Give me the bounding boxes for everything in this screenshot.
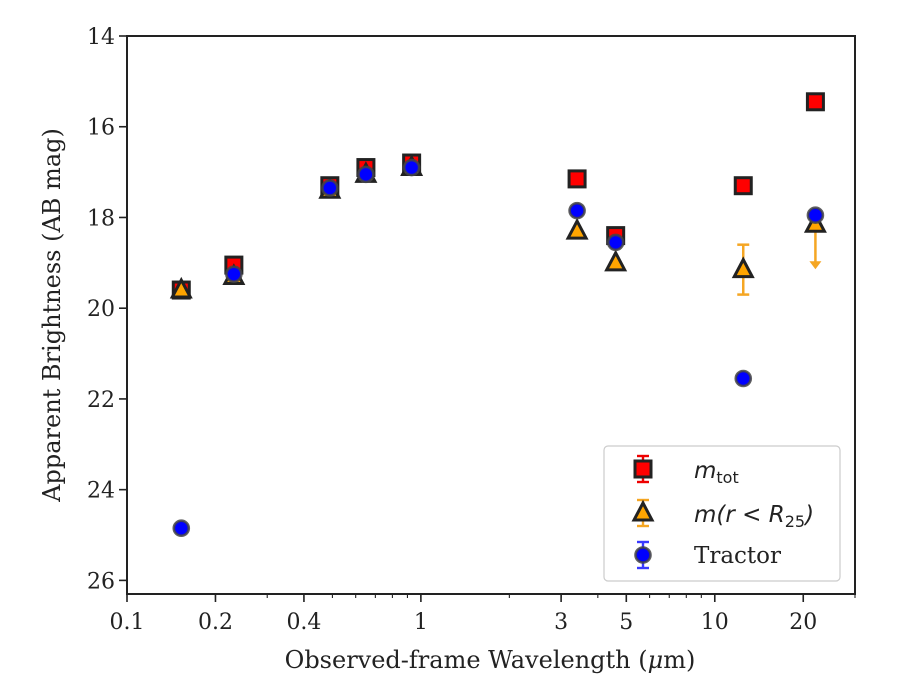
mtot-point-7 — [733, 176, 753, 196]
tractor-point-4 — [402, 158, 421, 177]
legend-marker-mr25 — [631, 499, 655, 522]
legend-mtot-sub: tot — [716, 468, 738, 487]
square-marker — [805, 92, 825, 112]
tractor-point-5 — [568, 201, 586, 220]
upper-limit-arrow — [809, 261, 822, 270]
x-tick-label-4: 3 — [554, 610, 568, 635]
legend-label-mtot: mtot — [694, 458, 739, 487]
legend-mtot-main: m — [694, 458, 716, 484]
tractor-point-8 — [806, 206, 825, 224]
y-tick-label-0: 14 — [87, 25, 115, 50]
mr25-point-5 — [565, 217, 589, 240]
y-tick-label-3: 20 — [87, 297, 115, 322]
mtot-point-8 — [805, 92, 825, 112]
square-marker — [633, 459, 653, 479]
tractor-point-3 — [357, 165, 375, 184]
axis-ticks: 0.1 0.2 0.4 1 3 5 10 20 14 16 18 20 22 24 26 — [87, 25, 856, 635]
legend-mr25-tail: ) — [803, 502, 814, 528]
legend-mr25-main: m(r < R — [694, 502, 785, 528]
plot-frame — [126, 35, 856, 595]
x-tick-label-1: 0.2 — [198, 610, 233, 635]
plot-marks — [169, 92, 827, 538]
x-axis-title-mu: μ — [648, 646, 664, 674]
y-axis-title: Apparent Brightness (AB mag) — [38, 128, 66, 503]
series-mr25 — [169, 154, 827, 299]
y-tick-label-4: 22 — [87, 388, 115, 413]
tractor-point-0 — [172, 519, 191, 538]
x-tick-label-6: 10 — [701, 610, 729, 635]
tractor-point-2 — [321, 179, 339, 197]
x-tick-label-0: 0.1 — [110, 610, 145, 635]
legend-marker-mtot — [633, 459, 653, 479]
tractor-point-1 — [225, 265, 243, 283]
x-axis-title-rest: m) — [663, 646, 695, 674]
mr25-point-6 — [604, 249, 628, 272]
square-marker — [567, 169, 587, 189]
legend-label-tractor: Tractor — [694, 543, 781, 569]
y-tick-label-2: 18 — [87, 206, 115, 231]
tractor-point-7 — [734, 369, 753, 388]
legend: mtot m(r < R25) Tractor — [603, 445, 841, 582]
series-mtot — [171, 92, 825, 300]
legend-mr25-sub: 25 — [785, 512, 805, 531]
x-axis-title-main: Observed-frame Wavelength ( — [285, 646, 648, 674]
mr25-point-7 — [731, 256, 755, 279]
legend-marker-tractor — [634, 546, 652, 564]
y-tick-label-5: 24 — [87, 479, 115, 504]
x-tick-label-2: 0.4 — [286, 610, 321, 635]
legend-markers — [631, 454, 655, 570]
mr25-point-0 — [169, 276, 193, 299]
x-tick-label-7: 20 — [789, 610, 817, 635]
square-marker — [733, 176, 753, 196]
x-tick-label-3: 1 — [414, 610, 428, 635]
x-axis-title: Observed-frame Wavelength (μm) — [285, 646, 696, 674]
y-tick-label-6: 26 — [87, 569, 115, 594]
legend-box — [603, 445, 841, 582]
series-tractor — [172, 158, 825, 538]
tractor-point-6 — [606, 233, 625, 252]
mtot-point-5 — [567, 169, 587, 189]
legend-label-mr25: m(r < R25) — [694, 502, 814, 531]
y-tick-label-1: 16 — [87, 116, 115, 141]
x-tick-label-5: 5 — [619, 610, 633, 635]
